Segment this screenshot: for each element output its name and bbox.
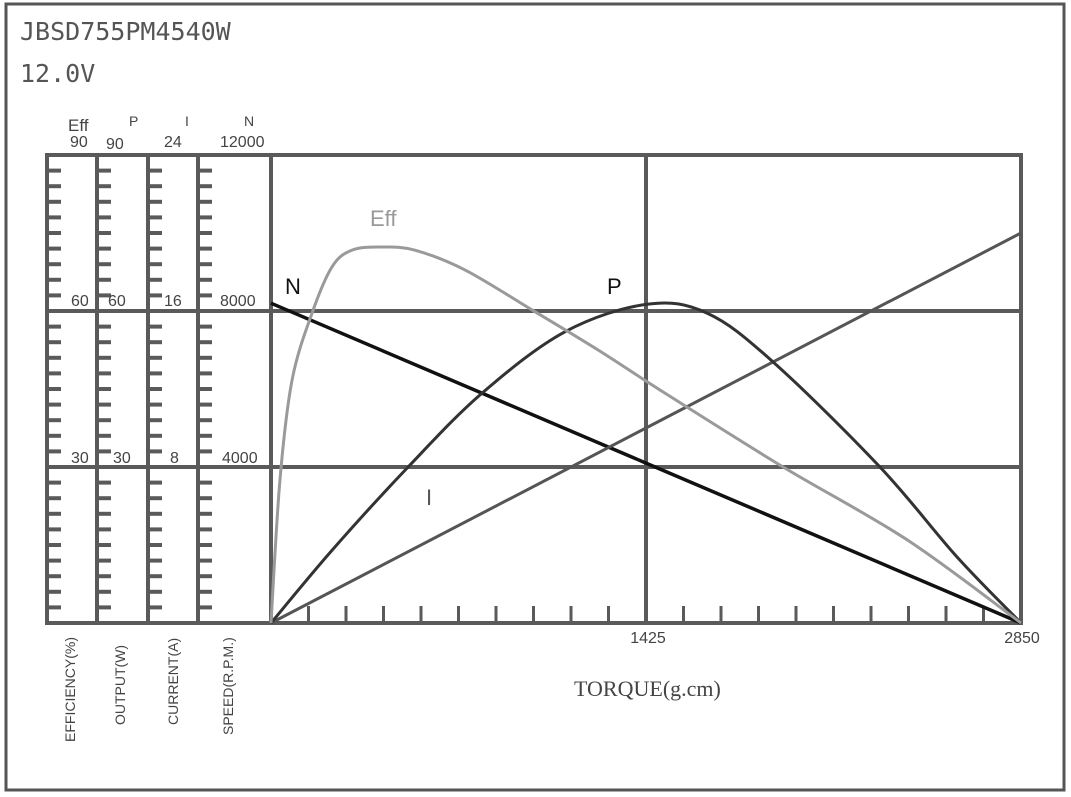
n-curve-label: N [285, 274, 301, 299]
n-tick-8000: 8000 [220, 293, 256, 310]
p-curve-label: P [607, 274, 622, 299]
outer-border [4, 2, 1066, 792]
i-curve-label: I [426, 485, 432, 510]
eff-tick-30: 30 [71, 450, 89, 467]
axis-name-n: N [244, 113, 254, 129]
i-tick-24: 24 [164, 134, 182, 151]
curves [269, 231, 1023, 625]
series-i-curve [270, 231, 1022, 625]
n-tick-12000: 12000 [220, 134, 265, 151]
series-p-curve [269, 301, 1023, 625]
efficiency-axis-label: EFFICIENCY(%) [62, 637, 78, 742]
x-axis-label: TORQUE(g.cm) [574, 676, 721, 701]
eff-tick-90: 90 [70, 134, 88, 151]
series-eff-curve [269, 245, 1022, 625]
series-n-curve [270, 301, 1022, 625]
grid [45, 153, 1023, 625]
eff-curve-label: Eff [370, 206, 397, 231]
axis-name-i: I [185, 113, 189, 129]
i-tick-16: 16 [164, 293, 182, 310]
speed-axis-label: SPEED(R.P.M.) [220, 637, 236, 735]
p-tick-90: 90 [106, 136, 124, 153]
eff-tick-60: 60 [71, 293, 89, 310]
p-tick-30: 30 [113, 450, 131, 467]
i-tick-8: 8 [170, 450, 179, 467]
current-axis-label: CURRENT(A) [165, 638, 181, 725]
n-tick-4000: 4000 [222, 450, 258, 467]
axis-name-p: P [129, 113, 138, 129]
axis-name-eff: Eff [68, 116, 89, 135]
model-title: JBSD755PM4540W [20, 17, 232, 46]
voltage-label: 12.0V [20, 59, 95, 88]
p-tick-60: 60 [108, 293, 126, 310]
x-tick-2850: 2850 [1004, 630, 1040, 647]
output-axis-label: OUTPUT(W) [112, 645, 128, 725]
x-tick-1425: 1425 [630, 630, 666, 647]
